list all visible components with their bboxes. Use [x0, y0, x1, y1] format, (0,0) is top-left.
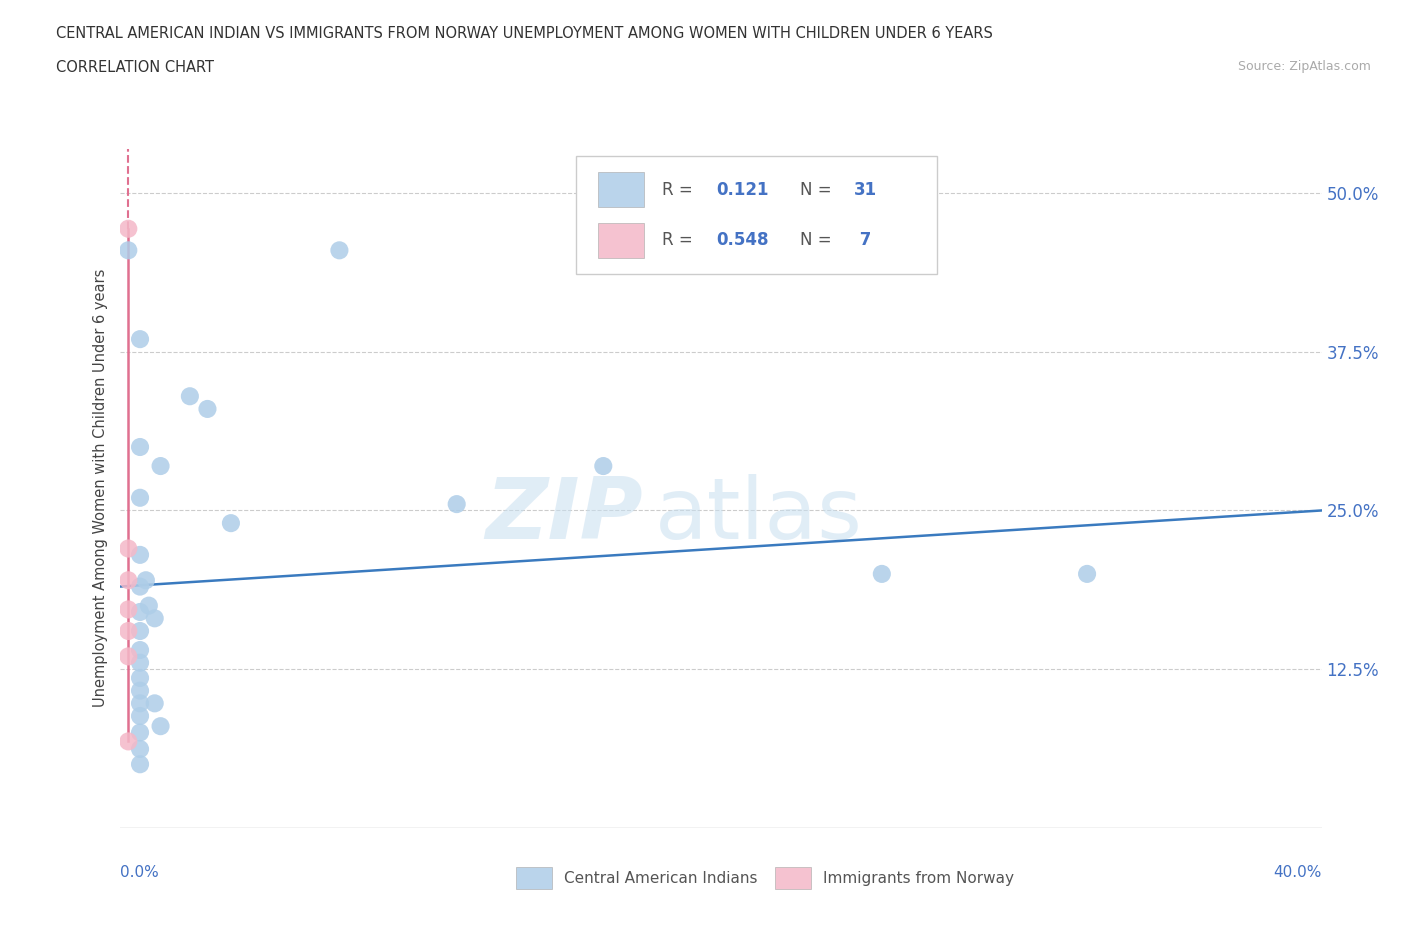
Point: [117, 573, 139, 588]
Point: [149, 719, 172, 734]
Point: [129, 696, 152, 711]
Point: [117, 624, 139, 639]
Text: Central American Indians: Central American Indians: [564, 871, 758, 886]
Point: [117, 602, 139, 617]
Point: [328, 243, 350, 258]
Point: [129, 656, 152, 671]
Point: [129, 604, 152, 619]
Text: R =: R =: [662, 180, 697, 198]
Point: [129, 757, 152, 772]
Point: [129, 709, 152, 724]
Point: [117, 649, 139, 664]
Text: atlas: atlas: [654, 474, 862, 557]
Point: [1076, 566, 1098, 581]
Text: Source: ZipAtlas.com: Source: ZipAtlas.com: [1237, 60, 1371, 73]
Bar: [516, 867, 553, 889]
Point: [117, 734, 139, 749]
Y-axis label: Unemployment Among Women with Children Under 6 years: Unemployment Among Women with Children U…: [93, 269, 108, 708]
Text: N =: N =: [800, 180, 837, 198]
Point: [129, 579, 152, 594]
Point: [446, 497, 468, 512]
Point: [129, 725, 152, 740]
Point: [129, 548, 152, 563]
Point: [129, 440, 152, 455]
Bar: [775, 867, 811, 889]
Point: [129, 684, 152, 698]
Point: [219, 516, 242, 531]
Point: [870, 566, 893, 581]
Text: CENTRAL AMERICAN INDIAN VS IMMIGRANTS FROM NORWAY UNEMPLOYMENT AMONG WOMEN WITH : CENTRAL AMERICAN INDIAN VS IMMIGRANTS FR…: [56, 26, 993, 41]
Text: 7: 7: [853, 232, 872, 249]
Text: 0.121: 0.121: [716, 180, 768, 198]
Point: [197, 402, 219, 417]
Bar: [598, 172, 644, 207]
Point: [129, 671, 152, 685]
Text: 31: 31: [853, 180, 877, 198]
Text: N =: N =: [800, 232, 837, 249]
Point: [117, 541, 139, 556]
Point: [592, 458, 614, 473]
Text: ZIP: ZIP: [485, 474, 643, 557]
Point: [135, 573, 157, 588]
Point: [143, 611, 166, 626]
Text: 40.0%: 40.0%: [1274, 865, 1322, 880]
Point: [129, 643, 152, 658]
Point: [129, 332, 152, 347]
Point: [179, 389, 201, 404]
Point: [117, 221, 139, 236]
Point: [129, 624, 152, 639]
Point: [129, 490, 152, 505]
Point: [149, 458, 172, 473]
Text: 0.548: 0.548: [716, 232, 768, 249]
Point: [129, 741, 152, 756]
Point: [143, 696, 166, 711]
Text: CORRELATION CHART: CORRELATION CHART: [56, 60, 214, 75]
Text: 0.0%: 0.0%: [120, 865, 159, 880]
Point: [138, 598, 160, 613]
Text: R =: R =: [662, 232, 697, 249]
Bar: [576, 155, 936, 274]
Text: Immigrants from Norway: Immigrants from Norway: [823, 871, 1014, 886]
Bar: [598, 223, 644, 259]
Point: [117, 243, 139, 258]
